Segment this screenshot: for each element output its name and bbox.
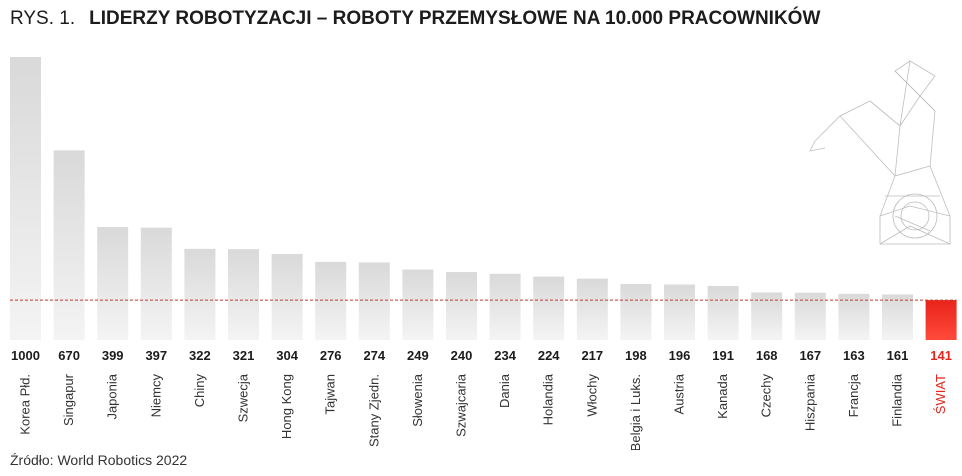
category-label-hong-kong: Hong Kong [279,374,294,439]
category-label-austria: Austria [672,373,687,414]
bar-swiat [925,300,957,340]
bar-singapur [53,150,85,340]
value-label-holandia: 224 [538,348,560,363]
value-label-hiszpania: 167 [799,348,821,363]
bar-stany-zjedn [358,262,390,340]
bar-szwajcaria [446,272,477,340]
bar-austria [664,284,695,340]
value-label-hong-kong: 304 [276,348,298,363]
bars-group [10,57,957,340]
bar-wlochy [576,278,608,340]
bar-hong-kong [271,253,303,340]
value-label-singapur: 670 [58,348,80,363]
category-label-korea-pld: Korea Płd. [18,374,33,435]
value-label-francja: 163 [843,348,865,363]
category-label-belgia-i-luks: Belgia i Luks. [628,374,643,450]
value-label-japonia: 399 [102,348,124,363]
category-label-slowenia: Słowenia [410,373,425,427]
category-label-finlandia: Finlandia [890,373,905,427]
category-label-holandia: Holandia [541,373,556,425]
category-label-singapur: Singapur [61,373,76,426]
bar-belgia-i-luks [620,283,652,340]
value-label-kanada: 191 [712,348,734,363]
bar-finlandia [882,294,913,340]
bar-hiszpania [794,292,826,340]
category-label-czechy: Czechy [759,374,774,418]
value-label-swiat: 141 [930,348,952,363]
value-label-austria: 196 [669,348,691,363]
bar-kanada [707,285,739,340]
category-label-tajwan: Tajwan [323,374,338,414]
category-label-hiszpania: Hiszpania [802,373,817,431]
bar-slowenia [402,269,434,340]
value-label-wlochy: 217 [581,348,603,363]
bar-francja [838,293,870,340]
category-label-swiat: ŚWIAT [933,374,948,414]
value-label-finlandia: 161 [887,348,909,363]
category-label-francja: Francja [846,373,861,417]
bar-czechy [751,292,783,340]
category-labels-group: Korea Płd. Singapur Japonia Niemcy Chiny Szwe… [18,373,949,450]
value-label-korea-pld: 1000 [11,348,40,363]
value-label-czechy: 168 [756,348,778,363]
value-label-tajwan: 276 [320,348,342,363]
category-label-stany-zjedn: Stany Zjedn. [366,374,381,447]
category-label-szwecja: Szwecja [236,373,251,422]
value-label-niemcy: 397 [145,348,167,363]
category-label-kanada: Kanada [715,373,730,419]
value-label-belgia-i-luks: 198 [625,348,647,363]
chart-title: RYS. 1. LIDERZY ROBOTYZACJI – ROBOTY PRZE… [10,6,820,32]
value-labels-group: 1000 670 399 397 322 321 304 276 274 249 240 234 224… [11,348,952,363]
value-label-slowenia: 249 [407,348,429,363]
bar-holandia [533,276,565,340]
bar-dania [489,273,521,340]
bar-chiny [184,248,216,340]
value-label-szwajcaria: 240 [451,348,473,363]
robot-arm-illustration [809,60,951,245]
value-label-dania: 234 [494,348,516,363]
bar-korea-pld [10,57,41,340]
value-label-szwecja: 321 [233,348,255,363]
category-label-japonia: Japonia [105,373,120,419]
bar-tajwan [315,261,347,340]
category-label-wlochy: Włochy [584,374,599,417]
bar-szwecja [228,249,259,340]
bar-chart: 1000 670 399 397 322 321 304 276 274 249 240 234 224… [10,57,957,450]
bar-japonia [97,227,129,340]
category-label-dania: Dania [497,373,512,408]
source-note: Źródło: World Robotics 2022 [10,452,188,468]
figure-title: LIDERZY ROBOTYZACJI – ROBOTY PRZEMYSŁOWE… [89,8,821,29]
value-label-stany-zjedn: 274 [363,348,385,363]
bar-niemcy [140,227,172,340]
figure-number: RYS. 1. [10,8,76,29]
category-label-chiny: Chiny [192,374,207,408]
category-label-niemcy: Niemcy [148,374,163,418]
category-label-szwajcaria: Szwajcaria [454,373,469,437]
value-label-chiny: 322 [189,348,211,363]
